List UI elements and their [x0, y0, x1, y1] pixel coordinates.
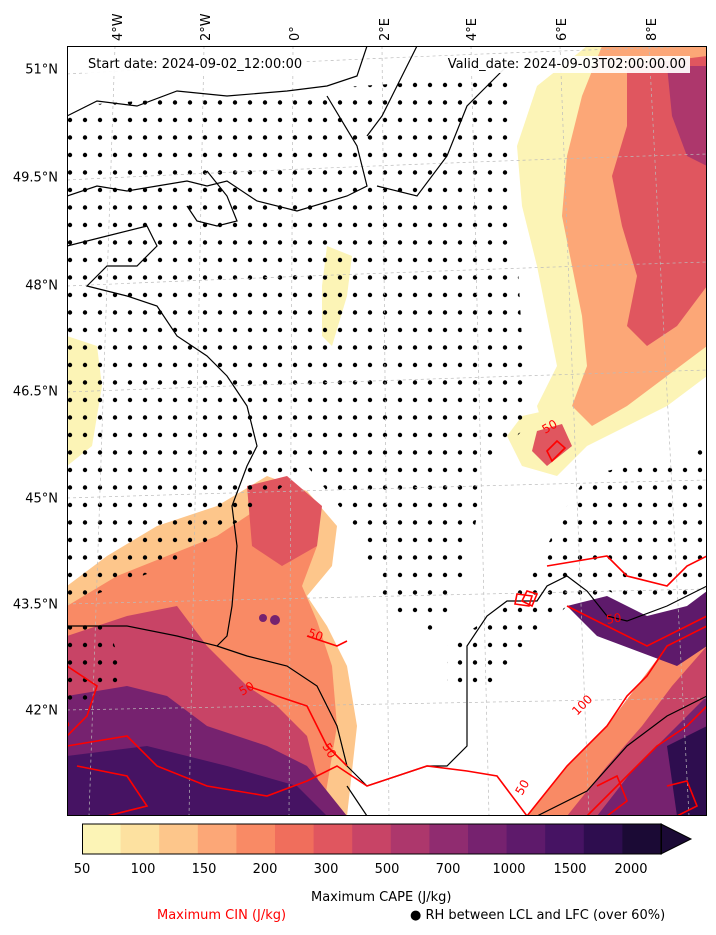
lon-label: 2°W [199, 13, 214, 41]
colorbar-tick: 150 [191, 862, 217, 877]
colorbar-tick: 1000 [492, 862, 526, 877]
contour-label: 50 [540, 417, 560, 437]
contour-label: 50 [306, 626, 325, 644]
colorbar-tick: 300 [313, 862, 339, 877]
colorbar-segment [506, 824, 546, 854]
lat-label: 51°N [25, 62, 58, 78]
cape-field-southeast [527, 591, 707, 816]
colorbar-outline [82, 823, 662, 855]
lon-label: 4°E [465, 18, 480, 41]
colorbar-segment [120, 824, 160, 854]
valid-date-label: Valid_date: 2024-09-03T02:00:00.00 [443, 56, 690, 73]
contour-label: 50 [512, 777, 532, 797]
colorbar-extend-arrow [660, 823, 693, 855]
cape-spot [270, 615, 280, 625]
colorbar-tick: 500 [374, 862, 400, 877]
rh-legend-label: RH between LCL and LFC (over 60%) [425, 908, 666, 923]
colorbar-segment [313, 824, 353, 854]
map-frame: 50 50 50 50 50 100 50 50 [67, 46, 707, 816]
lat-label: 48°N [25, 278, 58, 294]
rh-dot-icon: ● [410, 908, 422, 923]
colorbar-tick: 1500 [553, 862, 587, 877]
cin-contours [67, 439, 707, 816]
colorbar-segment [583, 824, 623, 854]
contour-label: 50 [319, 741, 339, 761]
colorbar-segment [545, 824, 585, 854]
lat-label: 43.5°N [12, 597, 58, 613]
colorbar-tick: 700 [435, 862, 461, 877]
contour-label: 50 [67, 719, 73, 736]
colorbar-segment [197, 824, 237, 854]
colorbar-segment [390, 824, 430, 854]
rh-stipple [67, 76, 707, 706]
lat-label: 42°N [25, 703, 58, 719]
lat-label: 49.5°N [12, 170, 58, 186]
lon-label: 2°E [378, 18, 393, 41]
colorbar-segment [275, 824, 315, 854]
colorbar-segment [352, 824, 392, 854]
colorbar-segment [82, 824, 122, 854]
lon-label: 8°E [645, 18, 660, 41]
colorbar-segment [468, 824, 508, 854]
colorbar-tick: 2000 [614, 862, 648, 877]
colorbar-segment [236, 824, 276, 854]
colorbar-segment [159, 824, 199, 854]
colorbar-label: Maximum CAPE (J/kg) [311, 890, 452, 905]
colorbar-segment [429, 824, 469, 854]
lon-label: 6°E [555, 18, 570, 41]
contour-label: 50 [237, 679, 257, 699]
cape-field-northeast [507, 46, 707, 476]
cape-colorbar [82, 823, 693, 855]
colorbar-tick: 50 [73, 862, 91, 877]
rh-legend: ● RH between LCL and LFC (over 60%) [410, 908, 665, 923]
lon-label: 4°W [111, 13, 126, 41]
start-date-label: Start date: 2024-09-02_12:00:00 [84, 56, 307, 73]
cape-spot [259, 614, 267, 622]
coastlines [67, 46, 707, 816]
cape-map: 50 50 50 50 50 100 50 50 [67, 46, 707, 816]
contour-label: 50 [605, 611, 622, 627]
colorbar-tick: 100 [130, 862, 156, 877]
lat-label: 45°N [25, 491, 58, 507]
lat-label: 46.5°N [12, 384, 58, 400]
lon-label: 0° [288, 26, 303, 41]
cin-legend-label: Maximum CIN (J/kg) [157, 908, 287, 923]
colorbar-tick: 200 [252, 862, 278, 877]
colorbar-segment [622, 824, 662, 854]
